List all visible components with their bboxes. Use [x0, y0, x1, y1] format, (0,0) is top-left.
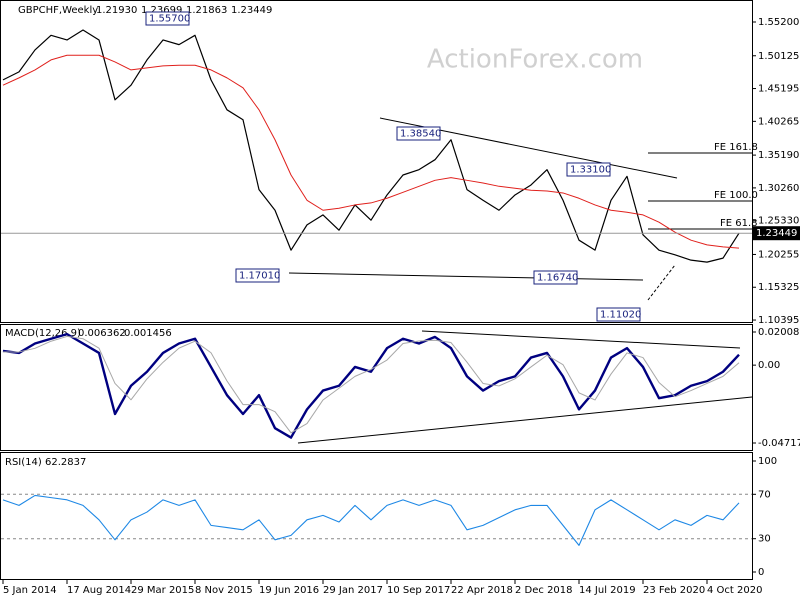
- y-tick-label: 1.25330: [758, 216, 799, 227]
- y-tick-label: 1.20255: [758, 249, 799, 260]
- macd-panel: [0, 324, 753, 451]
- series-line: [3, 335, 740, 434]
- current-price-label: 1.23449: [756, 228, 797, 239]
- macd-trend-line: [421, 330, 741, 349]
- y-tick-label: 0: [758, 567, 764, 578]
- y-tick-label: -0.047175: [758, 438, 800, 449]
- y-tick-label: 30: [758, 534, 771, 545]
- x-tick-label: 29 Mar 2015: [131, 585, 194, 596]
- rsi-panel: [0, 452, 753, 580]
- series-line: [2, 332, 740, 439]
- rsi-title: RSI(14): [5, 457, 42, 468]
- price-label-box: [566, 162, 611, 177]
- price-label-box: [396, 126, 441, 141]
- y-tick-label: 0.020082: [758, 327, 800, 338]
- series-line: [2, 54, 740, 249]
- macd-value: 0.006362: [78, 328, 126, 339]
- trend-line: [288, 272, 644, 281]
- price-panel: [0, 0, 753, 323]
- price-label: 1.11020: [600, 310, 641, 321]
- y-tick-label: 70: [758, 489, 771, 500]
- projection-line: [647, 264, 676, 301]
- signal-value: 0.001456: [124, 328, 172, 339]
- fe-label: FE 61.8: [720, 218, 758, 229]
- y-tick-label: 100: [758, 456, 777, 467]
- ohlc-value: 1.21930: [96, 5, 137, 16]
- macd-trend-line: [297, 396, 753, 444]
- panel-frames: [0, 0, 753, 580]
- x-tick-label: 23 Feb 2020: [643, 585, 705, 596]
- y-tick-label: 1.50125: [758, 51, 799, 62]
- y-tick-label: 1.30260: [758, 183, 799, 194]
- y-tick-label: 1.15325: [758, 282, 799, 293]
- x-tick-label: 14 Jul 2019: [579, 585, 636, 596]
- price-label-box: [145, 11, 190, 26]
- x-tick-label: 5 Jan 2014: [3, 585, 57, 596]
- price-label-box: [596, 307, 641, 322]
- y-tick-label: 1.45195: [758, 84, 799, 95]
- macd-title: MACD(12,26,9): [5, 328, 81, 339]
- price-label: 1.38540: [400, 129, 441, 140]
- x-tick-label: 8 Nov 2015: [195, 585, 253, 596]
- x-tick-label: 2 Dec 2018: [515, 585, 573, 596]
- price-label: 1.33100: [570, 165, 611, 176]
- series-line: [2, 29, 740, 263]
- fe-label: FE 161.8: [714, 142, 758, 153]
- x-tick-label: 17 Aug 2014: [67, 585, 131, 596]
- ohlc-value: 1.21863: [186, 5, 227, 16]
- y-tick-label: 0.00: [758, 360, 780, 371]
- current-price-box: [753, 226, 800, 241]
- symbol-title: GBPCHF,Weekly: [18, 5, 98, 16]
- price-label-box: [533, 270, 578, 285]
- x-tick-label: 4 Oct 2020: [707, 585, 762, 596]
- y-tick-label: 1.40265: [758, 116, 799, 127]
- x-tick-label: 10 Sep 2017: [387, 585, 450, 596]
- y-tick-label: 1.10395: [758, 315, 799, 326]
- price-label: 1.17010: [239, 271, 280, 282]
- y-tick-label: 1.35190: [758, 150, 799, 161]
- x-tick-label: 19 Jun 2016: [259, 585, 319, 596]
- price-label: 1.55700: [149, 14, 190, 25]
- x-tick-label: 22 Apr 2018: [451, 585, 513, 596]
- price-label-box: [235, 268, 280, 283]
- ohlc-value: 1.23699: [141, 5, 182, 16]
- y-tick-label: 1.55200: [758, 17, 799, 28]
- watermark: ActionForex.com: [427, 45, 643, 75]
- series-line: [2, 494, 740, 546]
- ohlc-value: 1.23449: [231, 5, 272, 16]
- price-label: 1.16740: [537, 273, 578, 284]
- x-tick-label: 29 Jan 2017: [323, 585, 383, 596]
- fe-label: FE 100.0: [714, 190, 758, 201]
- rsi-value: 62.2837: [45, 457, 86, 468]
